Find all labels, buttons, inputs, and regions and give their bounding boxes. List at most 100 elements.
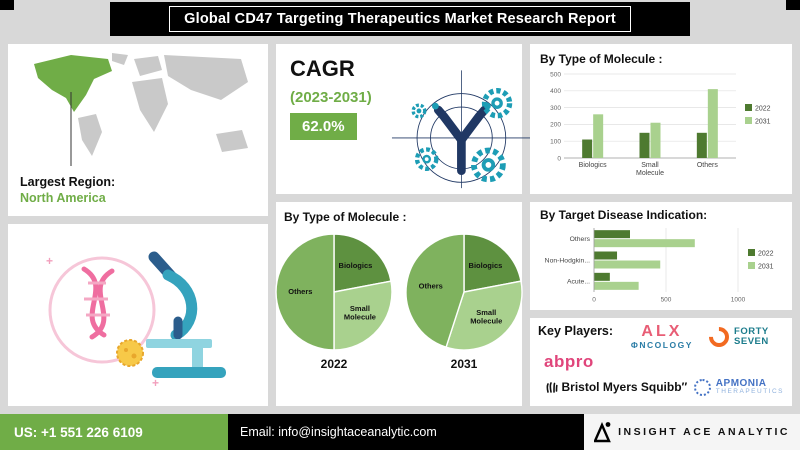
footer-bar: US: +1 551 226 6109 Email: info@insighta… [0,414,800,450]
email-contact[interactable]: Email: info@insightaceanalytic.com [228,414,584,450]
svg-text:2022: 2022 [755,105,771,112]
key-players-panel: Key Players: ALX ΦNCOLOGY FORTY SEVEN ab… [530,318,792,406]
cagr-period: (2023-2031) [290,89,372,106]
bms-hand-icon [545,382,558,393]
svg-text:+: + [152,376,159,390]
svg-text:100: 100 [550,139,561,146]
map-south-america [78,114,102,156]
svg-text:Others: Others [419,282,443,291]
svg-text:2031: 2031 [758,263,774,270]
corner-mark [0,0,14,10]
pie-year-label: 2022 [320,357,348,371]
report-header: Global CD47 Targeting Therapeutics Marke… [110,2,690,36]
svg-text:Others: Others [697,162,719,169]
pie-chart-2031: Biologics Small Molecule Others 2031 [402,230,526,371]
microscope-illustration: + + [46,251,226,390]
apmonia-line2: THERAPEUTICS [715,388,784,396]
svg-text:Molecule: Molecule [636,170,664,177]
antibody-target-icon [391,69,531,188]
forty-seven-wordmark: FORTY SEVEN [734,325,769,347]
svg-text:Biologics: Biologics [339,261,373,270]
svg-text:Small: Small [350,304,370,313]
svg-text:Acute...: Acute... [567,279,590,286]
molecule-pie-panel: By Type of Molecule : Biologics Small Mole… [275,202,523,406]
svg-text:2022: 2022 [758,250,774,257]
map-north-america [34,55,112,112]
svg-text:0: 0 [592,297,596,304]
hbar-panel-title: By Target Disease Indication: [540,208,708,222]
svg-text:Biologics: Biologics [579,162,608,169]
cagr-label: CAGR [290,56,355,81]
insight-ace-logo-icon [594,422,611,443]
svg-text:+: + [46,254,53,268]
logo-abpro: abpro [544,352,594,372]
phone-contact: US: +1 551 226 6109 [0,414,228,450]
pie-panel-title: By Type of Molecule : [284,210,407,224]
molecule-bar-chart: 0 100 200 300 400 500 Biologics Small Molecule Ot… [538,68,784,189]
map-australia [216,130,248,152]
apmonia-wordmark: APMONIA THERAPEUTICS [715,377,784,396]
cagr-text-block: CAGR (2023-2031) 62.0% [290,56,386,188]
brand-area: INSIGHT ACE ANALYTIC [584,414,800,450]
alx-oncology-wordmark: ΦNCOLOGY [630,339,693,350]
svg-text:200: 200 [550,122,561,129]
svg-text:0: 0 [557,155,561,162]
key-players-grid: Key Players: ALX ΦNCOLOGY FORTY SEVEN ab… [538,322,784,400]
logo-bristol-myers-squibb: Bristol Myers Squibb″ [538,380,694,394]
svg-text:500: 500 [550,71,561,78]
map-greenland [112,53,128,65]
svg-text:Molecule: Molecule [344,313,376,322]
disease-indication-panel: By Target Disease Indication: 0 500 1000 Ot… [530,202,792,310]
cell-icon [116,339,144,367]
svg-text:Others: Others [288,287,312,296]
apmonia-line1: APMONIA [715,377,767,389]
apmonia-icon [693,378,711,396]
antibody-icon [433,105,489,175]
forty-line2: SEVEN [734,335,769,347]
forty-seven-icon [704,322,734,352]
microscope-icon [146,251,226,378]
map-africa [132,78,168,132]
map-asia [164,55,248,100]
svg-text:Others: Others [570,236,591,243]
pie-chart-2022: Biologics Small Molecule Others 2022 [272,230,396,371]
svg-text:Molecule: Molecule [470,316,502,325]
svg-text:Small: Small [476,308,496,317]
dna-rungs [84,281,110,317]
report-title-box: Global CD47 Targeting Therapeutics Marke… [169,6,631,32]
molecule-bar-panel: By Type of Molecule : 0 100 200 300 400 500 Bi… [530,44,792,194]
bms-wordmark: Bristol Myers Squibb″ [561,380,688,395]
pie-year-label: 2031 [450,357,478,371]
svg-text:500: 500 [661,297,672,304]
disease-indication-chart: 0 500 1000 Others Non-Hodgkin... Acute... 2022… [538,224,784,311]
microscope-panel: + + [8,224,268,406]
brand-name: INSIGHT ACE ANALYTIC [618,426,790,438]
region-block: Largest Region: North America [16,175,260,206]
region-value: North America [20,190,106,205]
cagr-panel: CAGR (2023-2031) 62.0% [276,44,531,194]
svg-text:400: 400 [550,88,561,95]
forty-line1: FORTY [734,325,769,337]
world-map [34,53,248,166]
svg-text:2031: 2031 [755,118,771,125]
dna-icon [81,266,115,340]
svg-text:300: 300 [550,105,561,112]
gear-icons [411,87,513,182]
sparkle-icons: + + [46,254,159,390]
region-label: Largest Region: [20,175,116,189]
logo-alx-oncology: ALX ΦNCOLOGY [630,323,694,350]
bar-panel-title: By Type of Molecule : [540,52,663,66]
svg-text:Non-Hodgkin...: Non-Hodgkin... [545,257,590,264]
largest-region-panel: Largest Region: North America [8,44,268,216]
report-title: Global CD47 Targeting Therapeutics Marke… [184,11,616,27]
svg-text:1000: 1000 [731,297,746,304]
svg-text:Biologics: Biologics [469,261,503,270]
alx-wordmark: ALX [641,323,683,340]
logo-forty-seven: FORTY SEVEN [694,322,784,352]
antibody-art [386,56,531,188]
key-players-title: Key Players: [538,324,614,338]
svg-text:Small: Small [641,162,659,169]
corner-mark [786,0,800,10]
map-europe [134,56,162,76]
molecule-pie-charts: Biologics Small Molecule Others 2022 Biologic… [275,230,523,371]
